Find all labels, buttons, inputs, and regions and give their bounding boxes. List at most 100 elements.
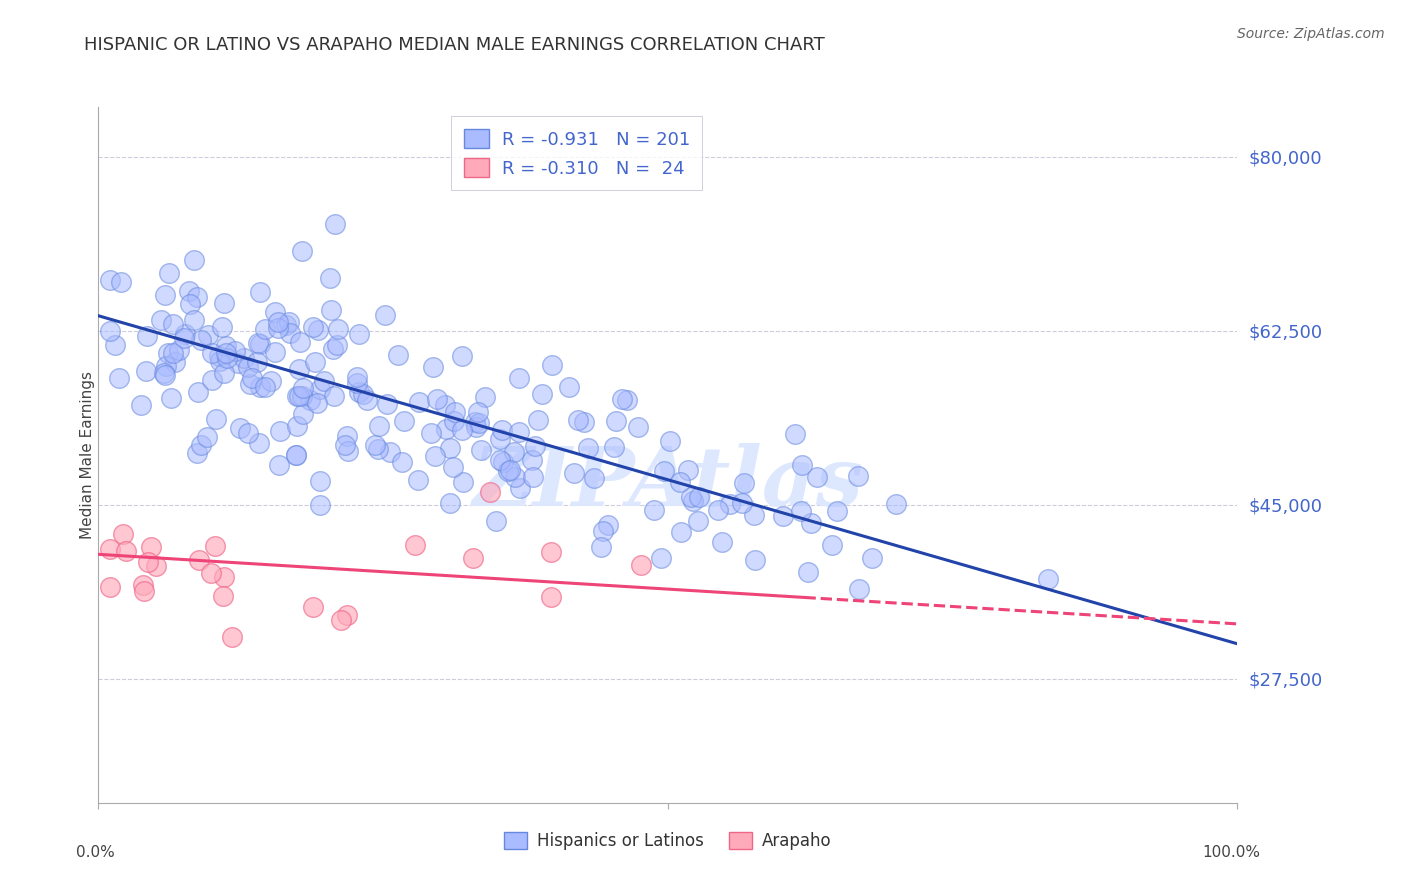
Point bbox=[530, 387, 553, 401]
Point bbox=[264, 345, 287, 359]
Point bbox=[160, 391, 183, 405]
Point bbox=[135, 329, 157, 343]
Y-axis label: Median Male Earnings: Median Male Earnings bbox=[80, 371, 94, 539]
Point bbox=[284, 448, 307, 462]
Point bbox=[426, 392, 449, 406]
Point bbox=[394, 414, 416, 428]
Point bbox=[375, 397, 398, 411]
Point bbox=[205, 412, 228, 426]
Point bbox=[434, 398, 457, 412]
Point bbox=[98, 273, 121, 287]
Point bbox=[236, 360, 259, 375]
Point bbox=[464, 420, 486, 434]
Point bbox=[288, 389, 311, 403]
Point bbox=[470, 443, 492, 458]
Point bbox=[335, 438, 357, 452]
Point bbox=[439, 441, 461, 455]
Point bbox=[190, 438, 212, 452]
Point bbox=[233, 351, 256, 366]
Point bbox=[474, 390, 496, 404]
Point bbox=[162, 317, 184, 331]
Point bbox=[292, 407, 315, 421]
Point bbox=[226, 356, 249, 370]
Point bbox=[129, 398, 152, 412]
Point bbox=[681, 490, 703, 504]
Point bbox=[336, 607, 359, 622]
Point bbox=[451, 475, 474, 489]
Point bbox=[596, 518, 619, 533]
Point bbox=[229, 421, 252, 435]
Point bbox=[98, 580, 121, 594]
Point bbox=[188, 553, 211, 567]
Point bbox=[319, 271, 342, 285]
Point bbox=[652, 464, 675, 478]
Point bbox=[508, 425, 530, 440]
Point bbox=[285, 448, 308, 462]
Point bbox=[627, 420, 650, 434]
Point bbox=[441, 460, 464, 475]
Point bbox=[110, 275, 132, 289]
Point bbox=[149, 313, 172, 327]
Text: ZIPAtlas: ZIPAtlas bbox=[472, 442, 863, 523]
Point bbox=[264, 304, 287, 318]
Point bbox=[190, 333, 212, 347]
Point bbox=[208, 349, 231, 363]
Point bbox=[669, 525, 692, 540]
Point bbox=[98, 541, 121, 556]
Point bbox=[304, 355, 326, 369]
Point bbox=[330, 613, 353, 627]
Point bbox=[221, 630, 243, 644]
Point bbox=[309, 382, 332, 396]
Point bbox=[502, 445, 524, 459]
Point bbox=[464, 415, 486, 429]
Point bbox=[367, 442, 389, 456]
Point bbox=[605, 414, 627, 428]
Point bbox=[107, 371, 129, 385]
Point bbox=[200, 566, 222, 580]
Point bbox=[267, 320, 290, 334]
Point bbox=[772, 508, 794, 523]
Point bbox=[288, 335, 311, 350]
Point bbox=[508, 371, 530, 385]
Point bbox=[527, 413, 550, 427]
Point bbox=[153, 368, 176, 382]
Point bbox=[492, 455, 515, 469]
Point bbox=[484, 515, 506, 529]
Point bbox=[167, 343, 190, 357]
Point bbox=[630, 558, 652, 573]
Point bbox=[249, 337, 271, 351]
Point bbox=[356, 393, 378, 408]
Point bbox=[240, 371, 263, 385]
Point bbox=[688, 490, 710, 504]
Point bbox=[211, 589, 233, 603]
Point bbox=[352, 386, 374, 401]
Point bbox=[422, 360, 444, 375]
Point bbox=[112, 526, 135, 541]
Point bbox=[616, 392, 638, 407]
Point bbox=[792, 458, 814, 473]
Point bbox=[322, 342, 344, 356]
Point bbox=[309, 498, 332, 512]
Point bbox=[650, 551, 672, 566]
Point bbox=[443, 404, 465, 418]
Point bbox=[201, 346, 224, 360]
Point bbox=[503, 470, 526, 484]
Point bbox=[211, 319, 233, 334]
Point bbox=[825, 504, 848, 518]
Point bbox=[153, 366, 176, 380]
Point bbox=[337, 444, 360, 458]
Point bbox=[100, 324, 122, 338]
Point bbox=[848, 582, 870, 596]
Point bbox=[215, 346, 238, 360]
Point bbox=[246, 335, 269, 350]
Point bbox=[260, 374, 283, 388]
Point bbox=[387, 348, 409, 362]
Point bbox=[364, 438, 387, 452]
Point bbox=[491, 423, 513, 437]
Point bbox=[461, 551, 484, 566]
Point bbox=[731, 496, 754, 510]
Point bbox=[179, 285, 201, 299]
Point bbox=[197, 328, 219, 343]
Point bbox=[312, 374, 335, 388]
Point bbox=[450, 350, 472, 364]
